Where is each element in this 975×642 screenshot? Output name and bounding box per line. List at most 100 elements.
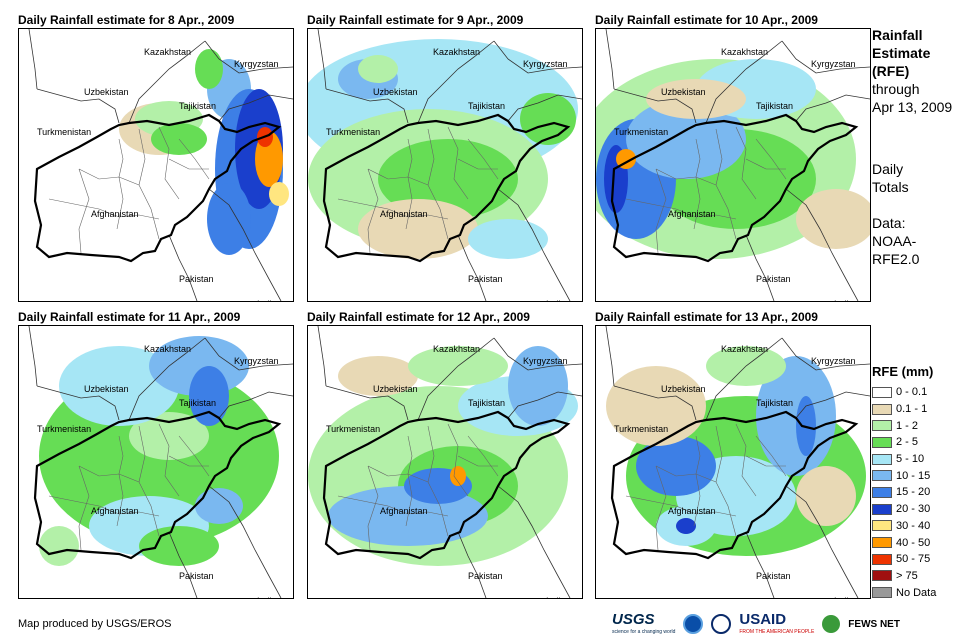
country-label-turkmenistan: Turkmenistan	[37, 127, 92, 137]
country-border	[325, 385, 409, 421]
rainfall-area	[338, 356, 418, 396]
rainfall-area	[636, 436, 716, 496]
map-canvas	[308, 326, 582, 598]
panel-title: Daily Rainfall estimate for 10 Apr., 200…	[595, 13, 818, 27]
legend-swatch	[872, 570, 892, 582]
country-label-pakistan: Pakistan	[179, 571, 214, 581]
province-border	[655, 168, 717, 186]
country-border	[605, 29, 615, 90]
province-border	[715, 128, 737, 240]
province-border	[735, 423, 757, 497]
afghanistan-border	[610, 410, 859, 560]
afghanistan-border	[610, 113, 859, 263]
province-border	[447, 126, 469, 200]
country-label-kyrgyzstan: Kyrgyzstan	[523, 356, 568, 366]
map-canvas	[28, 326, 293, 598]
country-label-kazakhstan: Kazakhstan	[433, 344, 481, 354]
province-border	[98, 208, 160, 220]
province-border	[405, 138, 413, 230]
country-border	[317, 326, 327, 387]
country-label-kyrgyzstan: Kyrgyzstan	[234, 59, 279, 69]
legend-swatch	[872, 403, 892, 415]
province-border	[693, 138, 701, 230]
side-text: Daily	[872, 161, 904, 177]
legend-label: 15 - 20	[896, 486, 931, 499]
province-border	[98, 505, 160, 517]
country-border	[218, 391, 293, 419]
afghanistan-border	[322, 113, 571, 263]
rainfall-area	[189, 366, 229, 426]
country-label-tajikistan: Tajikistan	[179, 398, 217, 408]
province-border	[178, 138, 210, 180]
province-border	[78, 168, 140, 186]
legend-swatch	[872, 537, 892, 549]
province-border	[467, 435, 499, 477]
legend-item: 2 - 5	[872, 434, 936, 451]
legend-label: 40 - 50	[896, 536, 931, 549]
province-border	[48, 495, 100, 507]
panel-title: Daily Rainfall estimate for 11 Apr., 200…	[18, 310, 241, 324]
country-border	[208, 485, 282, 598]
country-border	[507, 94, 582, 122]
province-border	[427, 425, 449, 537]
country-label-uzbekistan: Uzbekistan	[661, 384, 706, 394]
province-border	[675, 208, 737, 220]
country-border	[705, 337, 783, 421]
country-border	[705, 40, 783, 124]
country-border	[497, 485, 571, 598]
country-border	[781, 337, 870, 371]
province-border	[116, 138, 124, 230]
province-border	[755, 435, 787, 477]
province-border	[405, 435, 413, 527]
legend-label: 30 - 40	[896, 519, 931, 532]
map-panel: Daily Rainfall estimate for 8 Apr., 2009…	[18, 12, 304, 302]
legend-label: > 75	[896, 569, 918, 582]
country-label-tajikistan: Tajikistan	[468, 101, 506, 111]
rainfall-area	[796, 466, 856, 526]
rainfall-area	[450, 466, 466, 486]
country-label-turkmenistan: Turkmenistan	[37, 424, 92, 434]
country-border	[605, 326, 615, 387]
side-title-line: Estimate	[872, 45, 931, 61]
country-label-pakistan: Pakistan	[179, 274, 214, 284]
logo-bar: USGS science for a changing world USAID …	[612, 610, 900, 638]
country-border	[613, 88, 697, 124]
country-label-uzbekistan: Uzbekistan	[84, 384, 129, 394]
fews-globe-icon	[822, 615, 841, 633]
province-border	[178, 435, 210, 477]
rainfall-map: Kazakhstan Kyrgyzstan Uzbekistan Tajikistan…	[307, 28, 583, 302]
country-border	[208, 188, 282, 301]
legend-item: 10 - 15	[872, 467, 936, 484]
country-border	[781, 40, 870, 74]
country-label-kazakhstan: Kazakhstan	[144, 47, 192, 57]
country-border	[457, 234, 487, 301]
country-border	[745, 234, 775, 301]
legend-item: 0.1 - 1	[872, 401, 936, 418]
panel-title: Daily Rainfall estimate for 13 Apr., 200…	[595, 310, 818, 324]
country-border	[28, 326, 38, 387]
legend-item: No Data	[872, 584, 936, 601]
province-border	[447, 423, 469, 497]
country-label-pakistan: Pakistan	[756, 571, 791, 581]
panel-title: Daily Rainfall estimate for 8 Apr., 2009	[18, 13, 235, 27]
legend-label: 10 - 15	[896, 469, 931, 482]
afghanistan-border	[33, 113, 282, 263]
afghanistan-border	[322, 410, 571, 560]
credit-text: Map produced by USGS/EROS	[18, 618, 172, 630]
country-border	[497, 188, 571, 301]
rainfall-area	[358, 199, 478, 259]
country-border	[493, 40, 582, 74]
country-border	[493, 337, 582, 371]
country-border	[128, 40, 206, 124]
side-text: NOAA-	[872, 233, 917, 249]
province-border	[367, 465, 429, 483]
legend-item: 30 - 40	[872, 518, 936, 535]
legend-swatch	[872, 553, 892, 565]
province-border	[387, 505, 449, 517]
country-label-tajikistan: Tajikistan	[468, 398, 506, 408]
country-label-pakistan: Pakistan	[756, 274, 791, 284]
country-label-kyrgyzstan: Kyrgyzstan	[811, 356, 856, 366]
province-border	[387, 208, 449, 220]
rainfall-map: Kazakhstan Kyrgyzstan Uzbekistan Tajikistan…	[595, 28, 871, 302]
legend-label: 0 - 0.1	[896, 386, 928, 399]
